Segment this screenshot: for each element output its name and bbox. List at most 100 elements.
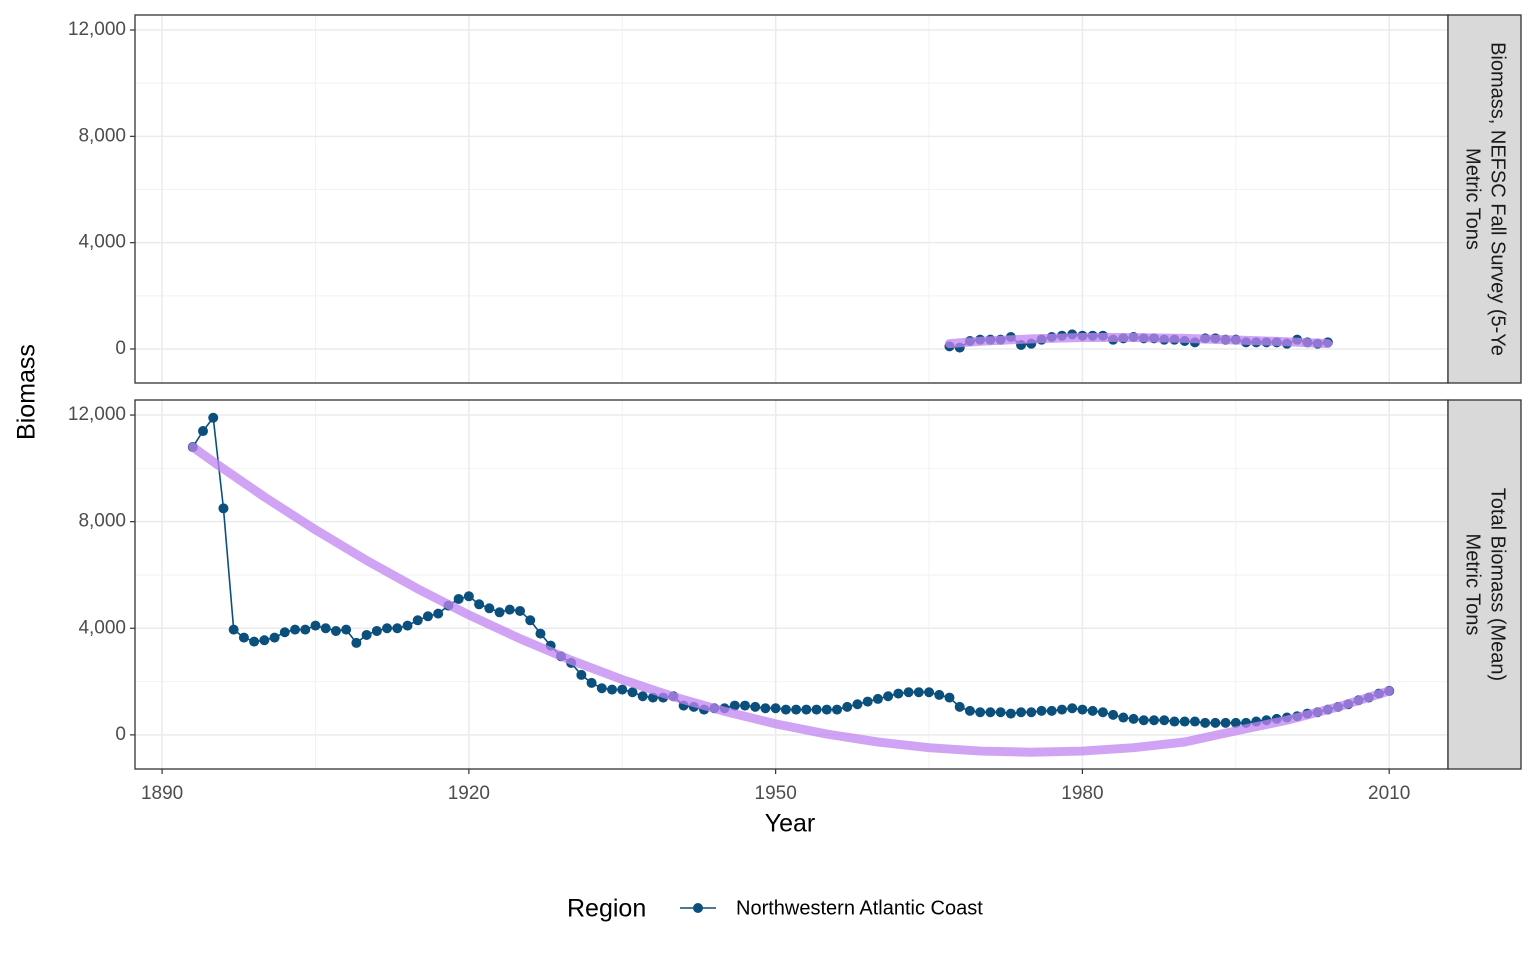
data-point <box>872 693 883 704</box>
data-point <box>821 704 832 715</box>
data-point <box>995 707 1006 718</box>
y-tick-label: 8,000 <box>78 125 126 146</box>
data-point <box>371 625 382 636</box>
data-point <box>1149 715 1160 726</box>
legend-marker <box>693 903 703 913</box>
y-tick-label: 4,000 <box>78 232 126 253</box>
data-point <box>484 603 495 614</box>
data-point <box>269 632 280 643</box>
data-point <box>576 669 587 680</box>
data-point <box>739 700 750 711</box>
data-point <box>422 611 433 622</box>
trend-line <box>944 333 1333 349</box>
data-point <box>1067 703 1078 714</box>
data-line <box>192 415 1390 724</box>
data-point <box>494 607 505 618</box>
data-point <box>535 628 546 639</box>
data-point <box>913 687 924 698</box>
data-point <box>453 593 464 604</box>
x-tick-label: 1890 <box>141 783 183 804</box>
data-point <box>198 426 209 437</box>
data-point <box>259 635 270 646</box>
data-point <box>525 615 536 626</box>
panel-background <box>135 15 1448 383</box>
data-point <box>1087 705 1098 716</box>
data-point <box>627 687 638 698</box>
data-point <box>341 624 352 635</box>
data-point <box>392 623 403 634</box>
data-point <box>249 636 260 647</box>
x-tick-label: 1920 <box>448 783 490 804</box>
strip-label: Biomass, NEFSC Fall Survey (5-Ye <box>1487 42 1509 356</box>
y-axis-title: Biomass <box>13 344 41 440</box>
data-point <box>1036 705 1047 716</box>
data-point <box>1138 715 1149 726</box>
data-point <box>1026 707 1037 718</box>
legend-label: Northwestern Atlantic Coast <box>736 897 983 919</box>
data-point <box>596 683 607 694</box>
y-tick-label: 0 <box>115 338 126 359</box>
data-point <box>791 704 802 715</box>
data-point <box>750 701 761 712</box>
data-point <box>208 412 219 423</box>
data-point <box>944 692 955 703</box>
data-point <box>504 604 515 615</box>
data-point <box>1005 708 1016 719</box>
data-point <box>1179 716 1190 727</box>
data-point <box>474 599 485 610</box>
x-tick-label: 1950 <box>755 783 797 804</box>
y-tick-label: 0 <box>115 724 126 745</box>
data-point <box>924 687 935 698</box>
data-point <box>770 703 781 714</box>
strip-label: Metric Tons <box>1462 534 1484 636</box>
data-point <box>964 705 975 716</box>
data-point <box>607 684 618 695</box>
data-point <box>1118 712 1129 723</box>
data-point <box>1046 705 1057 716</box>
data-point <box>985 707 996 718</box>
data-point <box>320 623 331 634</box>
data-point <box>1128 713 1139 724</box>
data-point <box>351 637 362 648</box>
trend-line <box>188 442 1394 757</box>
data-point <box>842 701 853 712</box>
y-tick-label: 12,000 <box>68 19 126 40</box>
data-point <box>1220 717 1231 728</box>
data-point <box>361 629 372 640</box>
data-point <box>228 624 239 635</box>
y-tick-label: 4,000 <box>78 617 126 638</box>
data-point <box>832 704 843 715</box>
data-point <box>801 704 812 715</box>
data-point <box>617 684 628 695</box>
data-point <box>1016 707 1027 718</box>
data-point <box>1097 707 1108 718</box>
data-point <box>852 699 863 710</box>
strip-label: Total Biomass (Mean) <box>1487 488 1509 681</box>
data-point <box>729 700 740 711</box>
data-point <box>954 701 965 712</box>
data-point <box>402 620 413 631</box>
data-point <box>1230 717 1241 728</box>
data-point <box>382 623 393 634</box>
data-point <box>1077 704 1088 715</box>
data-point <box>780 704 791 715</box>
panel-background <box>135 400 1448 769</box>
data-point <box>1108 709 1119 720</box>
data-point <box>218 503 229 514</box>
data-point <box>1210 717 1221 728</box>
data-point <box>238 632 249 643</box>
data-point <box>811 704 822 715</box>
data-point <box>1056 704 1067 715</box>
x-axis-title: Year <box>765 810 816 838</box>
data-point <box>515 605 526 616</box>
data-point <box>1200 717 1211 728</box>
strip <box>1447 399 1522 770</box>
data-point <box>975 707 986 718</box>
data-point <box>883 691 894 702</box>
data-point <box>934 689 945 700</box>
strip <box>1447 14 1522 384</box>
data-point <box>310 620 321 631</box>
data-point <box>463 591 474 602</box>
data-point <box>1169 716 1180 727</box>
